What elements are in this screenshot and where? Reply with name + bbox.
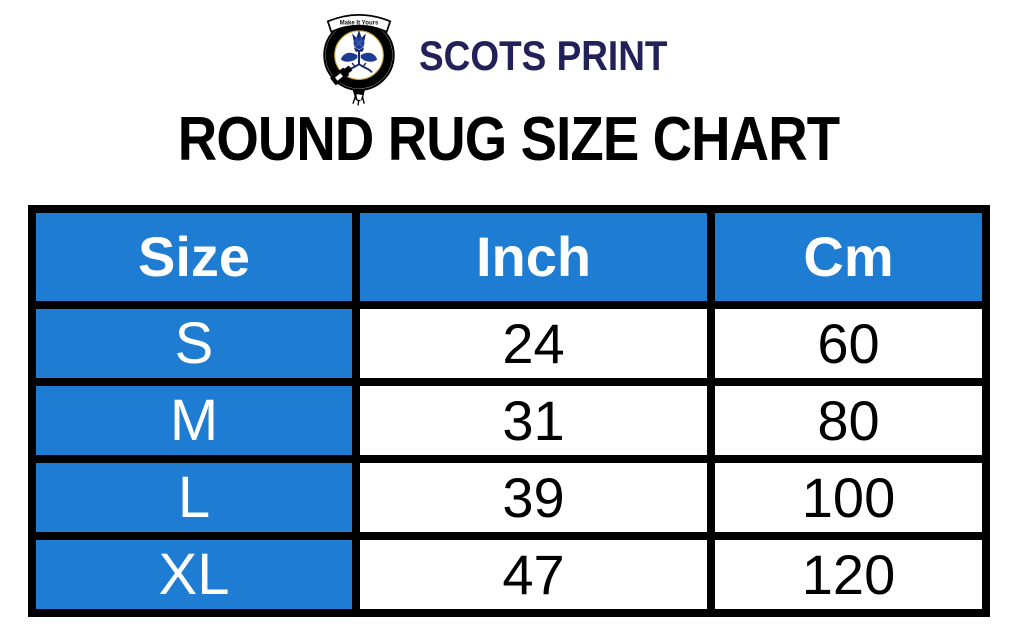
size-label-s: S — [36, 309, 352, 378]
thistle-plant — [341, 30, 378, 74]
inch-value-s: 24 — [360, 309, 707, 378]
cm-value-s: 60 — [715, 309, 982, 378]
cm-value-l: 100 — [715, 463, 982, 532]
size-label-xl: XL — [36, 540, 352, 609]
brand-name: SCOTS PRINT — [419, 32, 668, 79]
page-title: ROUND RUG SIZE CHART — [177, 105, 840, 174]
thistle-crest-icon: Make It Yours — [323, 14, 396, 106]
inch-value-l: 39 — [360, 463, 707, 532]
column-header-inch: Inch — [360, 213, 707, 301]
cm-value-m: 80 — [715, 386, 982, 455]
column-header-size: Size — [36, 213, 352, 301]
crest-banner-text: Make It Yours — [340, 20, 379, 26]
inch-value-xl: 47 — [360, 540, 707, 609]
column-header-cm: Cm — [715, 213, 982, 301]
belt-buckle — [330, 65, 353, 86]
logo: Make It Yours SCOTS PRINT — [0, 4, 1017, 108]
size-label-m: M — [36, 386, 352, 455]
inch-value-m: 31 — [360, 386, 707, 455]
size-chart-table: Size Inch Cm S 24 60 M 31 80 L 39 100 XL… — [28, 205, 990, 617]
cm-value-xl: 120 — [715, 540, 982, 609]
size-label-l: L — [36, 463, 352, 532]
